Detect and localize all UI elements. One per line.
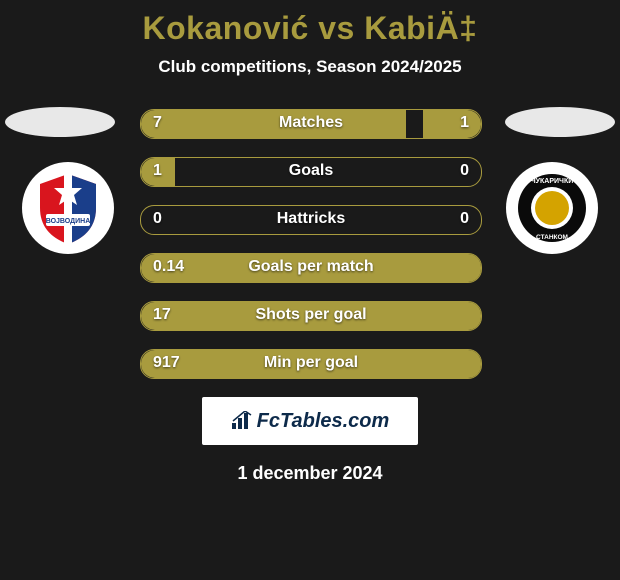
barchart-icon xyxy=(231,411,253,431)
shield-icon: ВОЈВОДИНА xyxy=(28,168,108,248)
svg-text:ЧУКАРИЧКИ: ЧУКАРИЧКИ xyxy=(531,178,574,185)
stat-value-right: 0 xyxy=(460,210,469,228)
stat-row: 917Min per goal xyxy=(140,349,482,379)
main: ВОЈВОДИНА ЧУКАРИЧКИ СТАНКОМ 7Matches11Go… xyxy=(0,107,620,484)
stat-row: 0Hattricks0 xyxy=(140,205,482,235)
stat-label: Goals per match xyxy=(141,258,481,276)
stat-row: 7Matches1 xyxy=(140,109,482,139)
shield-icon: ЧУКАРИЧКИ СТАНКОМ xyxy=(510,166,594,250)
svg-text:СТАНКОМ: СТАНКОМ xyxy=(536,234,568,241)
stat-value-right: 1 xyxy=(460,114,469,132)
source-logo-text: FcTables.com xyxy=(257,410,390,433)
player-ellipse-right xyxy=(505,107,615,137)
stat-label: Min per goal xyxy=(141,354,481,372)
stat-label: Goals xyxy=(141,162,481,180)
date-text: 1 december 2024 xyxy=(0,463,620,484)
player-ellipse-left xyxy=(5,107,115,137)
infographic-container: Kokanović vs KabiÄ‡ Club competitions, S… xyxy=(0,0,620,580)
club-crest-left: ВОЈВОДИНА xyxy=(22,162,114,254)
stat-label: Shots per goal xyxy=(141,306,481,324)
stat-label: Hattricks xyxy=(141,210,481,228)
club-crest-right: ЧУКАРИЧКИ СТАНКОМ xyxy=(506,162,598,254)
stat-label: Matches xyxy=(141,114,481,132)
subtitle: Club competitions, Season 2024/2025 xyxy=(0,57,620,77)
stat-row: 1Goals0 xyxy=(140,157,482,187)
stat-row: 0.14Goals per match xyxy=(140,253,482,283)
svg-text:ВОЈВОДИНА: ВОЈВОДИНА xyxy=(46,218,91,225)
source-logo: FcTables.com xyxy=(231,410,390,433)
stat-row: 17Shots per goal xyxy=(140,301,482,331)
page-title: Kokanović vs KabiÄ‡ xyxy=(0,0,620,47)
stat-value-right: 0 xyxy=(460,162,469,180)
stat-bars: 7Matches11Goals00Hattricks00.14Goals per… xyxy=(140,107,480,379)
source-logo-box: FcTables.com xyxy=(202,397,418,445)
